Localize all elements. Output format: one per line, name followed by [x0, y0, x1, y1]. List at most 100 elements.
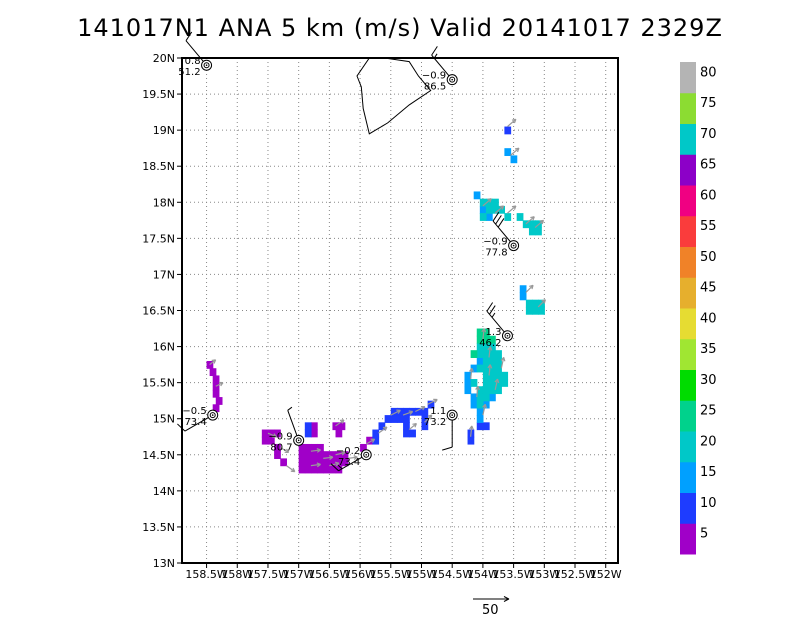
wind-speed-cell — [317, 465, 324, 474]
wind-speed-cell — [274, 429, 281, 438]
lon-tick-label: 158W — [221, 568, 253, 581]
wind-speed-cell — [310, 451, 318, 459]
wind-speed-cell — [304, 422, 312, 431]
lon-tick-label: 152W — [590, 568, 622, 581]
colorbar-label: 80 — [700, 65, 717, 80]
wind-speed-cell — [476, 342, 484, 351]
wind-vector-head — [341, 450, 346, 456]
colorbar-label: 75 — [700, 96, 717, 111]
wind-vector — [408, 423, 417, 430]
station-markers: 0.851.2 −0.986.5−0.977.81.346.2−0.573.41.… — [177, 31, 520, 472]
wind-speed-cell — [482, 357, 490, 366]
barb-feather — [330, 463, 339, 472]
colorbar-swatches — [680, 62, 696, 555]
wind-speed-cell — [516, 213, 524, 221]
wind-speed-cell — [482, 422, 490, 431]
wind-speed-cell — [495, 371, 502, 380]
wind-vector-head — [316, 462, 321, 468]
colorbar-swatch — [680, 246, 696, 278]
lon-tick-label: 155W — [406, 568, 438, 581]
wind-vector — [402, 410, 413, 416]
wind-speed-cell — [274, 443, 281, 452]
wind-vector-head — [529, 284, 534, 290]
wind-speed-cell — [317, 458, 324, 467]
wind-speed-cell — [341, 458, 349, 467]
wind-speed-cell — [489, 379, 496, 387]
lon-tick-label: 154W — [467, 568, 499, 581]
colorbar-swatch — [680, 431, 696, 463]
wind-vector — [482, 404, 486, 416]
wind-speed-cell — [495, 350, 502, 358]
wind-vector — [500, 357, 505, 369]
station-value-bottom: 86.5 — [424, 82, 446, 93]
wind-vector-head — [514, 147, 520, 153]
wind-speed-cell — [329, 465, 337, 474]
wind-speed-cell — [489, 371, 496, 380]
wind-speed-cell — [510, 155, 518, 164]
wind-speed-cell — [470, 379, 478, 387]
wind-speed-cell — [482, 328, 490, 337]
station-inner-circle — [504, 332, 511, 339]
wind-vector — [323, 456, 333, 459]
wind-speed-cell — [310, 429, 318, 438]
wind-speed-cell — [479, 213, 487, 221]
wind-speed-cell — [485, 205, 493, 214]
station-value-top: −0.9 — [483, 237, 507, 248]
wind-speed-cell — [476, 386, 484, 395]
lat-tick-label: 18N — [153, 196, 175, 209]
wind-speed-cell — [209, 368, 217, 377]
wind-speed-cell — [482, 350, 490, 358]
wind-vector — [488, 364, 491, 376]
scale-label: 50 — [482, 603, 499, 618]
wind-speed-cell — [485, 198, 493, 207]
wind-vector-head — [272, 433, 277, 438]
wind-speed-cell — [323, 465, 330, 474]
map-title: 141017N1 ANA 5 km (m/s) Valid 20141017 2… — [77, 14, 723, 42]
wind-vector-head — [541, 299, 546, 304]
wind-vector — [267, 432, 277, 438]
wind-speed-cell — [335, 465, 343, 474]
colorbar-label: 5 — [700, 527, 708, 542]
wind-speed-cell — [323, 451, 330, 459]
wind-speed-cell — [403, 429, 410, 438]
station-value-top: −0.2 — [336, 446, 360, 457]
wind-speed-cell — [489, 364, 496, 373]
wind-vector-head — [487, 346, 493, 351]
wind-speed-cell — [396, 415, 404, 423]
barb-staff — [492, 220, 511, 243]
wind-vector — [494, 378, 499, 390]
wind-vector-head — [433, 398, 438, 404]
wind-speed-cell — [280, 458, 287, 467]
wind-speed-cell — [492, 205, 499, 214]
wind-speed-cell — [504, 126, 512, 135]
wind-vector — [378, 426, 388, 434]
wind-speed-cell — [366, 436, 373, 445]
wind-vector-head — [487, 364, 493, 369]
lat-tick-label: 19.5N — [142, 88, 175, 101]
colorbar-swatch — [680, 62, 696, 94]
wind-speed-cell — [528, 220, 536, 229]
wind-vector — [390, 409, 401, 416]
lat-tick-label: 13.5N — [142, 521, 175, 534]
wind-vector — [470, 425, 473, 437]
station-inner-circle — [209, 412, 216, 419]
station-value-top: 0.8 — [185, 56, 201, 67]
wind-speed-cell — [267, 429, 275, 438]
station-inner-circle — [510, 242, 517, 249]
station-inner-circle — [449, 412, 456, 419]
station-value-bottom: 73.4 — [184, 417, 206, 428]
wind-speed-cell — [464, 371, 472, 380]
barb-feather — [497, 218, 505, 228]
wind-speed-cell — [261, 436, 269, 445]
wind-speed-cell — [489, 342, 496, 351]
wind-speed-cell — [470, 400, 478, 409]
wind-vector — [415, 406, 426, 413]
colorbar-label: 60 — [700, 188, 717, 203]
grid-lines — [182, 58, 618, 563]
station-inner-circle — [203, 62, 210, 69]
wind-speed-cell — [390, 415, 398, 423]
wind-speed-cell — [421, 415, 429, 423]
wind-vector — [279, 447, 289, 453]
wind-speed-cell — [504, 213, 512, 221]
